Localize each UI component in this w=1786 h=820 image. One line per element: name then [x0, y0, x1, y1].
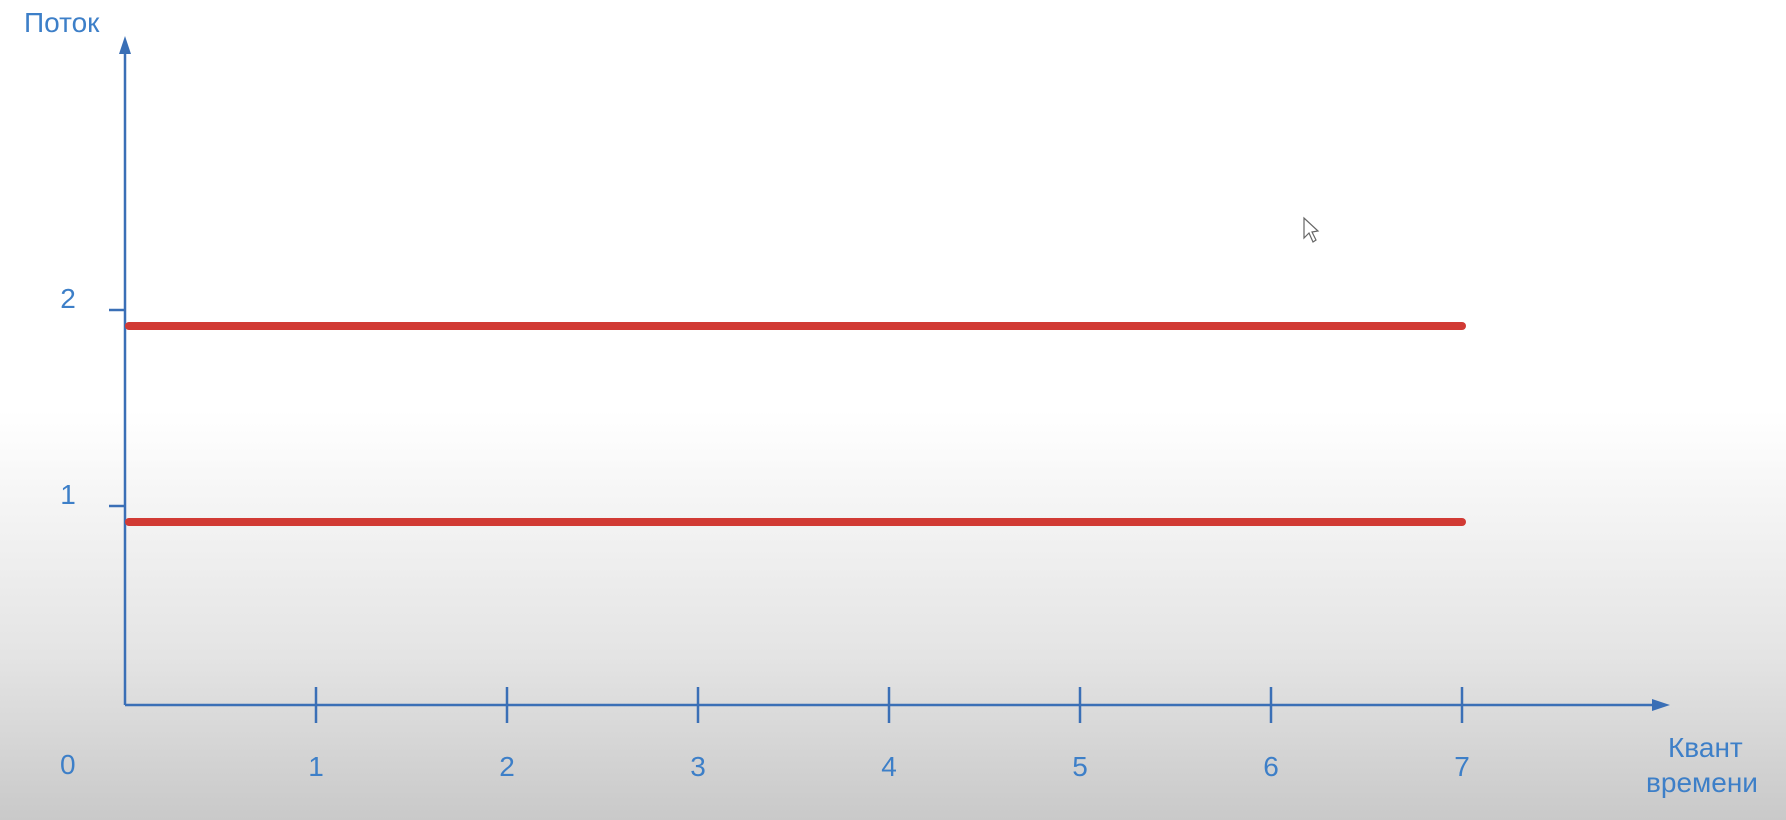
chart-marks: 1 2 3 4 5 6 7 1 2 — [60, 283, 1470, 782]
x-tick-label: 4 — [881, 751, 897, 782]
x-axis-title-line-2: времени — [1646, 767, 1758, 798]
origin-label: 0 — [60, 749, 76, 780]
y-axis-arrow-icon — [119, 36, 131, 54]
y-tick-label: 2 — [60, 283, 76, 314]
x-tick-label: 5 — [1072, 751, 1088, 782]
y-tick-label: 1 — [60, 479, 76, 510]
x-axis-title-line-1: Квант — [1668, 732, 1743, 763]
x-tick-label: 7 — [1454, 751, 1470, 782]
mouse-cursor-icon — [1303, 216, 1320, 243]
x-tick-label: 3 — [690, 751, 706, 782]
x-tick-label: 1 — [308, 751, 324, 782]
x-tick-label: 2 — [499, 751, 515, 782]
x-tick-label: 6 — [1263, 751, 1279, 782]
y-axis-title: Поток — [24, 7, 100, 38]
x-axis-arrow-icon — [1652, 699, 1670, 711]
